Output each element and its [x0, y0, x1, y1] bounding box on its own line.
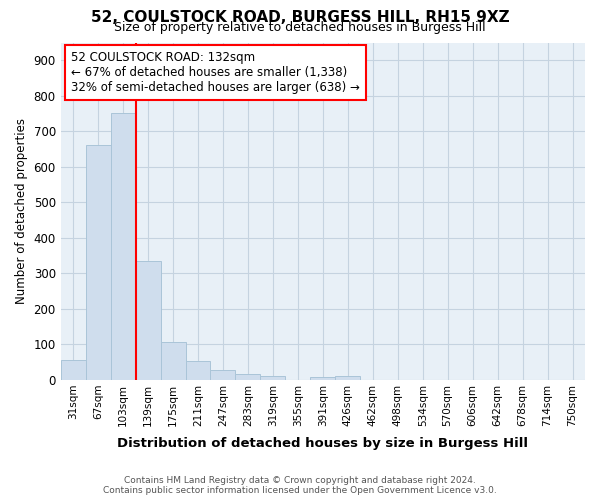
Bar: [335, 376, 360, 380]
Bar: [136, 260, 161, 380]
Bar: [61, 360, 86, 380]
Bar: [211, 370, 235, 380]
Bar: [110, 114, 136, 380]
Text: 52, COULSTOCK ROAD, BURGESS HILL, RH15 9XZ: 52, COULSTOCK ROAD, BURGESS HILL, RH15 9…: [91, 10, 509, 25]
Text: Size of property relative to detached houses in Burgess Hill: Size of property relative to detached ho…: [114, 21, 486, 34]
Bar: [185, 361, 211, 380]
Bar: [86, 146, 110, 380]
X-axis label: Distribution of detached houses by size in Burgess Hill: Distribution of detached houses by size …: [118, 437, 529, 450]
Text: Contains HM Land Registry data © Crown copyright and database right 2024.
Contai: Contains HM Land Registry data © Crown c…: [103, 476, 497, 495]
Y-axis label: Number of detached properties: Number of detached properties: [15, 118, 28, 304]
Text: 52 COULSTOCK ROAD: 132sqm
← 67% of detached houses are smaller (1,338)
32% of se: 52 COULSTOCK ROAD: 132sqm ← 67% of detac…: [71, 51, 360, 94]
Bar: [161, 342, 185, 380]
Bar: [235, 374, 260, 380]
Bar: [260, 376, 286, 380]
Bar: [310, 377, 335, 380]
